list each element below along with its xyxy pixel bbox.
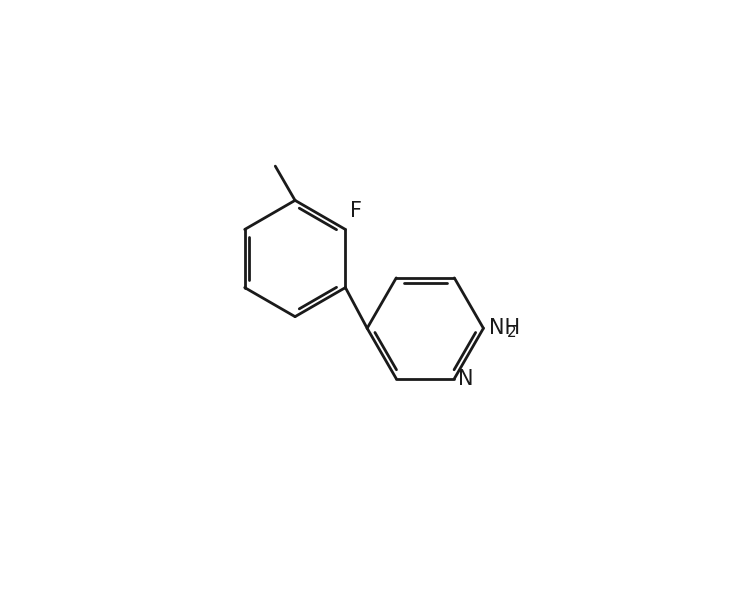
Text: N: N [458, 368, 474, 388]
Text: F: F [350, 201, 362, 221]
Text: 2: 2 [507, 326, 516, 341]
Text: NH: NH [489, 318, 520, 338]
